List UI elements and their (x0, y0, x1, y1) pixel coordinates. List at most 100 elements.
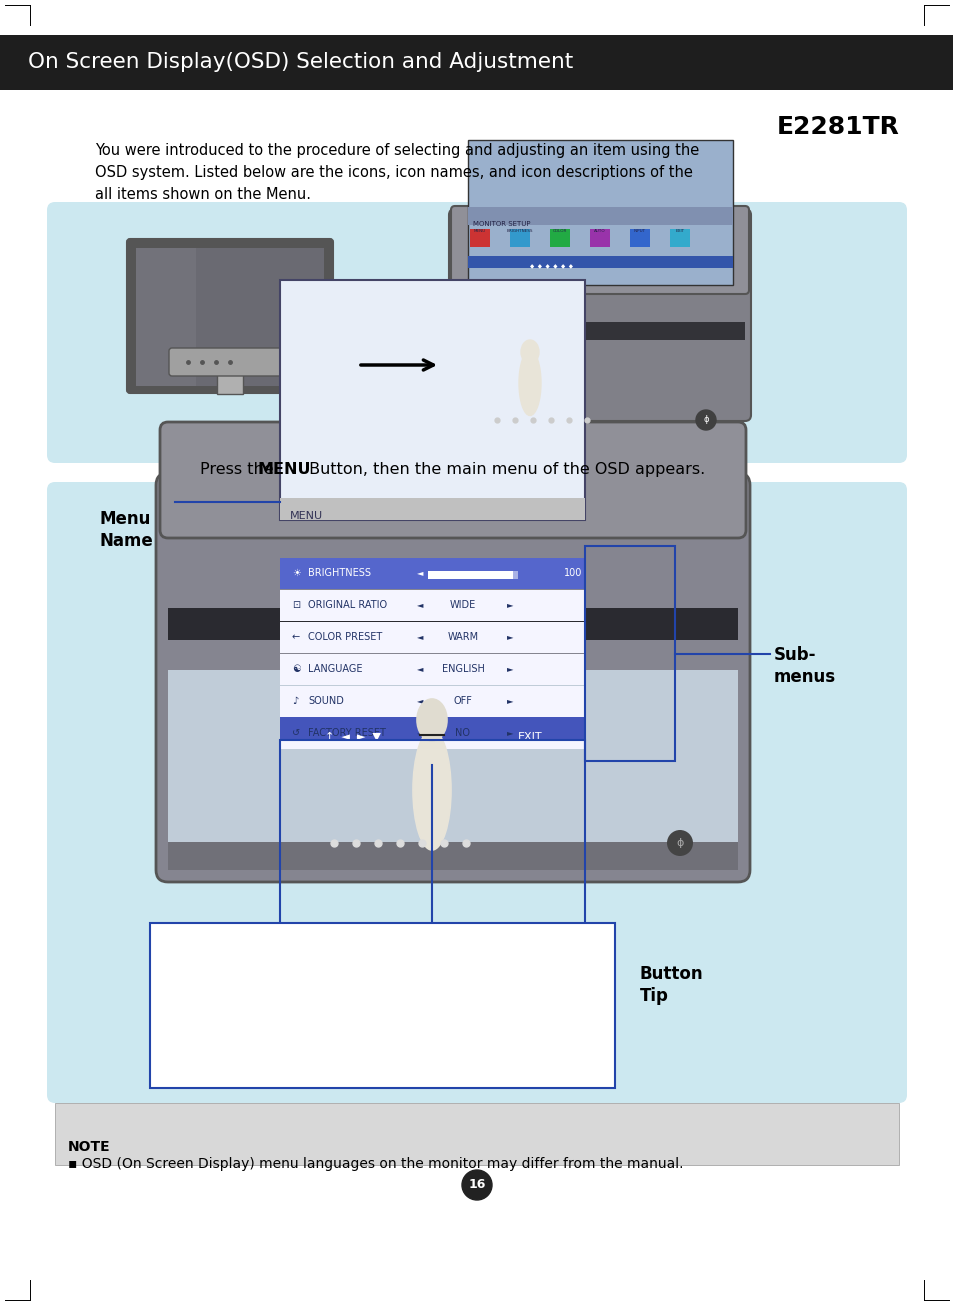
FancyBboxPatch shape (169, 348, 291, 376)
Bar (428, 572, 513, 579)
Text: NO: NO (455, 728, 470, 739)
Text: MONITOR SETUP: MONITOR SETUP (473, 221, 530, 227)
Text: MENU: MENU (257, 462, 312, 478)
Text: EXIT: EXIT (675, 228, 684, 234)
Text: BRIGHTNESS: BRIGHTNESS (308, 568, 371, 578)
Text: NOTE: NOTE (68, 1141, 111, 1154)
Bar (136, 248, 195, 386)
Bar (136, 248, 324, 386)
Text: ϕ: ϕ (676, 838, 683, 848)
Text: ▪: ▪ (168, 990, 177, 1004)
Bar (550, 228, 569, 247)
FancyBboxPatch shape (160, 422, 745, 538)
Text: ◆  ◆  ◆  ◆  ◆  ◆: ◆ ◆ ◆ ◆ ◆ ◆ (530, 264, 573, 269)
Text: E2281TR: E2281TR (777, 115, 899, 140)
Bar (55, 1103, 898, 1165)
Bar (510, 228, 530, 247)
Text: ↺: ↺ (292, 728, 300, 739)
Text: ◄►: ◄► (173, 1018, 196, 1034)
Text: Press the: Press the (200, 462, 278, 478)
Text: You were introduced to the procedure of selecting and adjusting an item using th: You were introduced to the procedure of … (95, 144, 699, 158)
Bar (468, 256, 732, 268)
Bar (280, 718, 584, 749)
Text: ◄: ◄ (416, 697, 423, 706)
Text: On Screen Display(OSD) Selection and Adjustment: On Screen Display(OSD) Selection and Adj… (28, 52, 573, 72)
Text: Button, then the main menu of the OSD appears.: Button, then the main menu of the OSD ap… (304, 462, 704, 478)
Bar (589, 228, 609, 247)
Bar (168, 608, 738, 639)
Text: MENU: MENU (290, 512, 323, 521)
Text: OFF: OFF (453, 696, 472, 706)
Bar (455, 322, 744, 341)
Text: ↑  ◄  ►  ▼: ↑ ◄ ► ▼ (325, 732, 380, 743)
Bar (468, 207, 732, 224)
Ellipse shape (416, 699, 447, 741)
Text: ☯: ☯ (292, 664, 300, 673)
Text: ◄: ◄ (416, 569, 423, 578)
FancyBboxPatch shape (449, 209, 750, 422)
Text: ►: ► (506, 600, 513, 609)
FancyBboxPatch shape (156, 472, 749, 882)
FancyBboxPatch shape (47, 482, 906, 1103)
Text: MENU: MENU (474, 228, 485, 234)
Text: ♪: ♪ (292, 696, 298, 706)
Bar (280, 559, 584, 589)
Text: ◄: ◄ (416, 600, 423, 609)
Text: ►: ► (506, 664, 513, 673)
Text: :Adjust (Decrease/Increase): :Adjust (Decrease/Increase) (205, 1018, 407, 1034)
Bar (0, 35, 953, 90)
Bar (280, 590, 584, 621)
Bar (168, 669, 738, 870)
Text: FACTORY RESET: FACTORY RESET (308, 728, 385, 739)
Text: ►: ► (506, 633, 513, 642)
Text: BRIGHTNESS: BRIGHTNESS (506, 228, 533, 234)
Circle shape (461, 1171, 492, 1201)
Text: COLOR PRESET: COLOR PRESET (308, 632, 382, 642)
Text: ◄: ◄ (416, 633, 423, 642)
Text: ▪: ▪ (168, 1018, 177, 1032)
Bar (150, 923, 615, 1088)
Text: AUTO: AUTO (594, 228, 605, 234)
Circle shape (696, 410, 716, 431)
Text: ▪: ▪ (168, 1071, 177, 1086)
Bar (168, 842, 738, 870)
Bar (280, 686, 584, 716)
Bar (280, 654, 584, 685)
Bar (584, 545, 675, 761)
Text: ENGLISH: ENGLISH (441, 664, 484, 673)
Text: INPUT: INPUT (634, 228, 645, 234)
Text: Menu
Name: Menu Name (100, 510, 153, 551)
Bar (468, 140, 732, 284)
Bar (280, 622, 584, 652)
Text: ▪: ▪ (168, 1047, 177, 1060)
Ellipse shape (413, 729, 451, 850)
Text: ↑: ↑ (178, 990, 192, 1005)
Text: all items shown on the Menu.: all items shown on the Menu. (95, 187, 311, 202)
Ellipse shape (520, 341, 538, 364)
Text: :Exit: :Exit (205, 1071, 237, 1087)
Text: 100: 100 (563, 568, 581, 578)
Bar (669, 228, 689, 247)
Bar (470, 228, 490, 247)
Text: COLOR: COLOR (552, 228, 567, 234)
Bar (428, 572, 517, 579)
Bar (168, 669, 738, 699)
Text: EXIT: EXIT (166, 1071, 204, 1087)
Text: ☀: ☀ (292, 568, 300, 578)
Text: LANGUAGE: LANGUAGE (308, 664, 362, 673)
Text: ►: ► (506, 569, 513, 578)
Text: 16: 16 (468, 1178, 485, 1191)
Bar (280, 740, 584, 955)
Bar (216, 372, 243, 394)
Circle shape (666, 830, 692, 856)
Text: WIDE: WIDE (450, 600, 476, 609)
Bar (280, 716, 584, 741)
Text: ORIGINAL RATIO: ORIGINAL RATIO (308, 600, 387, 609)
Text: Sub-
menus: Sub- menus (773, 646, 835, 686)
Text: Button
Tip: Button Tip (639, 964, 703, 1005)
Text: ⊡: ⊡ (292, 600, 300, 609)
Text: :Move to the upper menu: :Move to the upper menu (205, 990, 391, 1005)
Text: ▼: ▼ (179, 1047, 191, 1061)
Text: ►: ► (506, 697, 513, 706)
Text: :Select another sub-menu: :Select another sub-menu (205, 1047, 395, 1061)
